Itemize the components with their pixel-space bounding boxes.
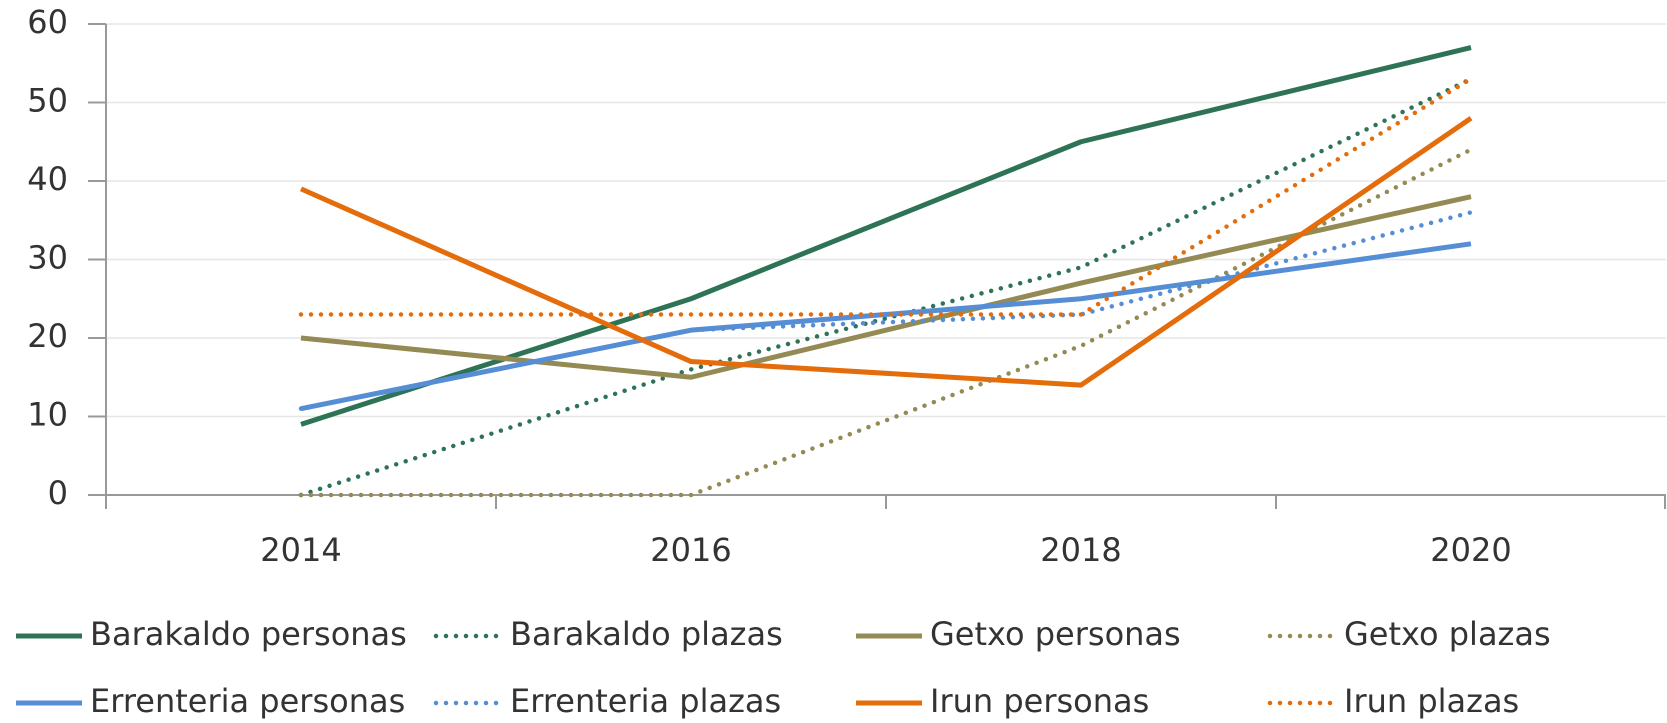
legend-label: Barakaldo personas <box>90 615 407 653</box>
x-tick-label: 2016 <box>650 531 731 569</box>
legend-label: Errenteria plazas <box>510 682 781 720</box>
y-tick-label: 40 <box>27 160 68 198</box>
y-tick-label: 20 <box>27 317 68 355</box>
series-line <box>298 76 1474 317</box>
legend-label: Errenteria personas <box>90 682 405 720</box>
legend-label: Irun personas <box>930 682 1149 720</box>
series-line <box>300 45 1472 427</box>
x-tick-label: 2018 <box>1040 531 1121 569</box>
series-line <box>298 147 1474 498</box>
legend-label: Getxo plazas <box>1344 615 1551 653</box>
y-tick-label: 30 <box>27 239 68 277</box>
y-tick-label: 10 <box>27 396 68 434</box>
series-line <box>300 194 1472 380</box>
x-tick-label: 2020 <box>1430 531 1511 569</box>
legend-label: Getxo personas <box>930 615 1181 653</box>
y-tick-label: 0 <box>48 474 68 512</box>
legend-label: Barakaldo plazas <box>510 615 783 653</box>
legend-label: Irun plazas <box>1344 682 1519 720</box>
series-line <box>299 116 1473 388</box>
y-tick-label: 60 <box>27 3 68 41</box>
x-tick-label: 2014 <box>260 531 341 569</box>
y-tick-label: 50 <box>27 82 68 120</box>
series-line <box>298 76 1474 498</box>
series-line <box>298 210 1474 411</box>
